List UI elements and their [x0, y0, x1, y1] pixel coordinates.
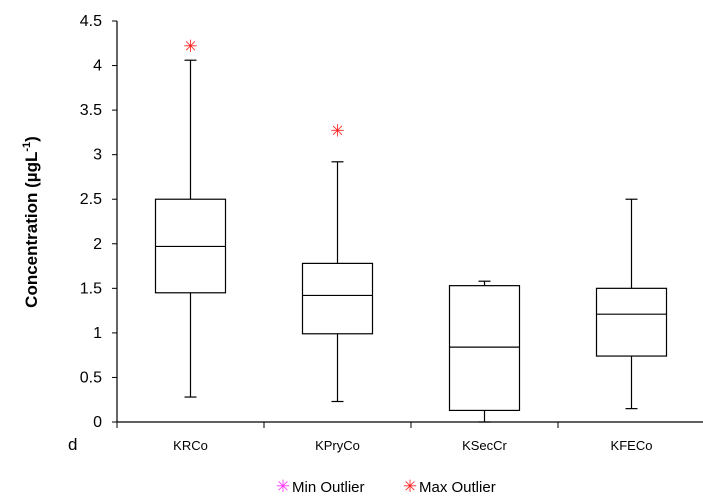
x-category-label: KPryCo — [315, 438, 360, 453]
y-tick-label: 3.5 — [80, 102, 102, 119]
y-tick-label: 2 — [93, 236, 102, 253]
y-tick-label: 4 — [93, 58, 102, 75]
chart-boxes: ✳✳ — [154, 37, 668, 423]
iqr-box — [448, 285, 521, 412]
legend-marker: ✳ — [403, 477, 417, 497]
y-tick-label: 3 — [93, 147, 102, 164]
y-tick-label: 0.5 — [80, 369, 102, 386]
legend-label: Min Outlier — [292, 479, 365, 496]
chart-axes: 0 0.5 1 1.5 2 2.5 3 3.5 4 4.5 KRCo KPryCo KSecCr KFEC… — [80, 13, 703, 453]
y-tick-label: 2.5 — [80, 191, 102, 208]
y-axis-label: Concentration (µgL-1) — [21, 136, 41, 308]
iqr-box — [301, 262, 374, 335]
panel-label: d — [68, 435, 77, 454]
max-outlier-marker: ✳ — [330, 122, 344, 142]
x-category-label: KSecCr — [462, 438, 507, 453]
y-tick-label: 0 — [93, 414, 102, 431]
y-tick-label: 4.5 — [80, 13, 102, 30]
iqr-box — [595, 287, 668, 357]
legend-label: Max Outlier — [419, 479, 496, 496]
max-outlier-marker: ✳ — [183, 37, 197, 57]
x-category-label: KFECo — [611, 438, 653, 453]
y-tick-label: 1 — [93, 325, 102, 342]
x-category-label: KRCo — [173, 438, 208, 453]
legend-marker: ✳ — [276, 477, 290, 497]
y-tick-label: 1.5 — [80, 280, 102, 297]
chart-legend: ✳ Min Outlier ✳ Max Outlier — [276, 477, 496, 497]
